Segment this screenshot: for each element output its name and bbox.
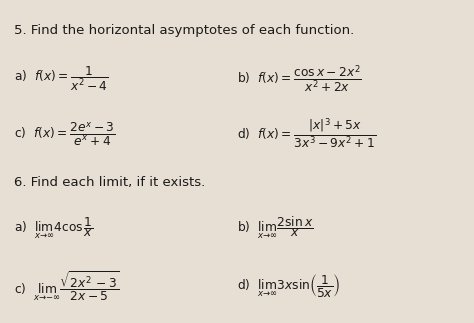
Text: a)  $\lim_{x\to\infty} 4\cos\dfrac{1}{x}$: a) $\lim_{x\to\infty} 4\cos\dfrac{1}{x}$ [14, 215, 94, 241]
Text: b)  $\lim_{x\to\infty}\dfrac{2\sin x}{x}$: b) $\lim_{x\to\infty}\dfrac{2\sin x}{x}$ [237, 214, 313, 241]
Text: 6. Find each limit, if it exists.: 6. Find each limit, if it exists. [14, 176, 205, 189]
Text: b)  $f(x)=\dfrac{\cos x-2x^{2}}{x^{2}+2x}$: b) $f(x)=\dfrac{\cos x-2x^{2}}{x^{2}+2x}… [237, 63, 362, 95]
Text: c)  $f(x)=\dfrac{2e^{x}-3}{e^{x}+4}$: c) $f(x)=\dfrac{2e^{x}-3}{e^{x}+4}$ [14, 120, 116, 148]
Text: a)  $f(x)=\dfrac{1}{x^{2}-4}$: a) $f(x)=\dfrac{1}{x^{2}-4}$ [14, 65, 109, 93]
Text: c)  $\lim_{x\to -\infty}\dfrac{\sqrt{2x^{2}-3}}{2x-5}$: c) $\lim_{x\to -\infty}\dfrac{\sqrt{2x^{… [14, 269, 120, 303]
Text: d)  $f(x)=\dfrac{|x|^{3}+5x}{3x^{3}-9x^{2}+1}$: d) $f(x)=\dfrac{|x|^{3}+5x}{3x^{3}-9x^{2… [237, 117, 376, 151]
Text: 5. Find the horizontal asymptotes of each function.: 5. Find the horizontal asymptotes of eac… [14, 24, 355, 37]
Text: d)  $\lim_{x\to\infty} 3x\sin\!\left(\dfrac{1}{5x}\right)$: d) $\lim_{x\to\infty} 3x\sin\!\left(\dfr… [237, 272, 340, 299]
